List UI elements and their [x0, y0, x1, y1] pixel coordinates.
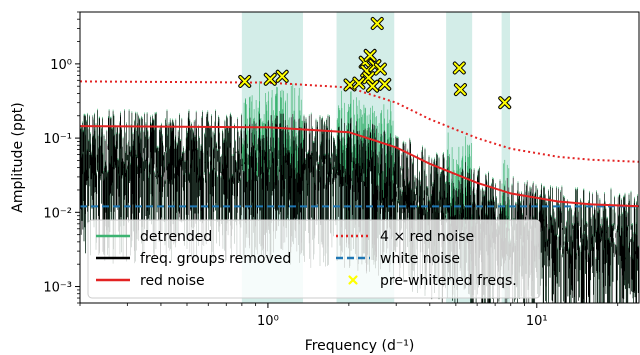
legend-item: pre-whitened freqs. [348, 273, 517, 289]
y-tick-label: 10⁰ [50, 58, 72, 73]
legend-item: detrended [96, 229, 212, 245]
prewhitened-freq-marker [452, 61, 466, 75]
legend: detrended freq. groups removed red noise 4 … [87, 219, 541, 299]
prewhitened-freq-marker [263, 72, 277, 86]
prewhitened-markers [238, 16, 512, 110]
x-axis-label: Frequency (d⁻¹) [305, 338, 415, 354]
y-tick-label: 10⁻² [43, 206, 72, 221]
prewhitened-freq-marker [498, 96, 512, 110]
legend-box [87, 219, 541, 299]
y-tick-label: 10⁻³ [43, 281, 72, 296]
model-lines [79, 80, 640, 208]
legend-label: detrended [140, 229, 212, 245]
x-tick-label: 10⁰ [257, 314, 279, 329]
prewhitened-freq-marker [453, 83, 467, 97]
prewhitened-freq-marker [362, 71, 376, 85]
x-tick-label: 10¹ [526, 314, 548, 329]
y-axis-label: Amplitude (ppt) [10, 102, 26, 212]
prewhitened-freq-marker [275, 69, 289, 83]
legend-label: freq. groups removed [140, 251, 291, 267]
prewhitened-freq-marker [238, 74, 252, 88]
legend-label: 4 × red noise [380, 229, 474, 245]
y-tick-label: 10⁻¹ [43, 132, 72, 147]
legend-swatch [348, 275, 358, 285]
legend-item: freq. groups removed [96, 251, 291, 267]
prewhitened-freq-marker [363, 48, 377, 62]
prewhitened-freq-marker [378, 77, 392, 91]
prewhitened-freq-marker [373, 62, 387, 76]
plot-frame [79, 11, 640, 304]
legend-label: pre-whitened freqs. [380, 273, 517, 289]
frequency-group-band-4 [501, 12, 510, 303]
prewhitened-freq-marker [366, 79, 380, 93]
legend-label: white noise [380, 251, 460, 267]
prewhitened-freq-marker [352, 76, 366, 90]
prewhitened-freq-marker [370, 16, 384, 30]
y-axis-ticks: 10⁻³ 10⁻² 10⁻¹ 10⁰ [43, 11, 80, 304]
legend-label: red noise [140, 273, 205, 289]
x-axis-ticks: 10⁰ 10¹ [79, 303, 619, 329]
legend-item: white noise [336, 251, 460, 267]
red-noise-line [79, 125, 640, 208]
4-red-noise-line [79, 80, 640, 163]
legend-item: red noise [96, 273, 205, 289]
legend-item: 4 × red noise [336, 229, 474, 245]
